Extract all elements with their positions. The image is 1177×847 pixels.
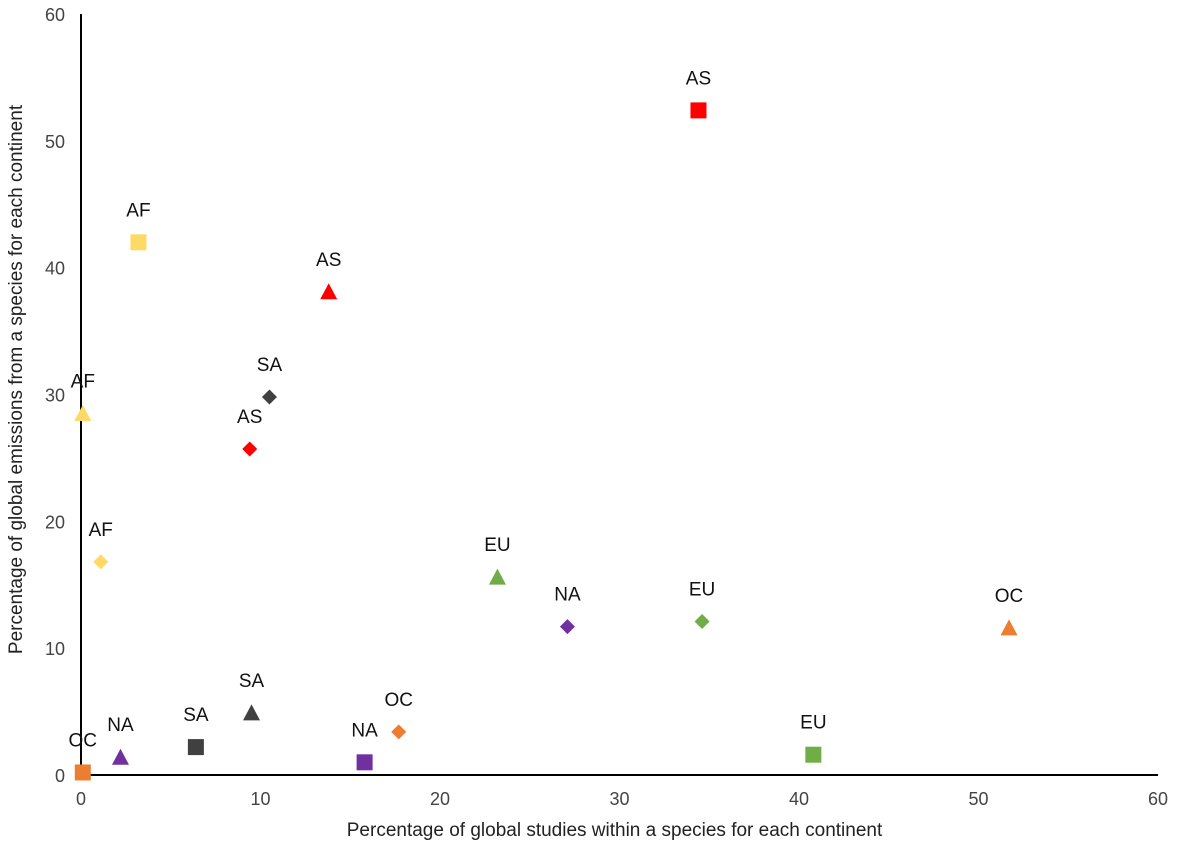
x-tick-label: 60 — [1148, 789, 1168, 809]
data-points — [74, 102, 1018, 781]
square-marker — [805, 746, 822, 763]
point-label: NA — [554, 585, 581, 606]
tick-labels: 0 10 20 30 40 50 60 0 10 20 30 40 50 60 — [45, 5, 1168, 809]
point-label: NA — [107, 715, 134, 736]
triangle-marker — [320, 283, 338, 300]
diamond-marker — [391, 724, 407, 740]
point-label: EU — [689, 580, 715, 601]
point-label: SA — [183, 705, 209, 726]
point-label: OC — [69, 730, 98, 751]
y-tick-label: 20 — [45, 512, 65, 532]
x-tick-label: 20 — [430, 789, 450, 809]
x-axis-title: Percentage of global studies within a sp… — [347, 820, 883, 841]
triangle-marker — [488, 568, 506, 585]
point-label: NA — [351, 720, 378, 741]
x-tick-label: 0 — [76, 789, 86, 809]
square-marker — [74, 764, 91, 781]
y-tick-label: 40 — [45, 259, 65, 279]
diamond-marker — [559, 619, 575, 635]
axes — [80, 14, 1158, 776]
point-label: AS — [237, 407, 262, 428]
point-label: EU — [800, 713, 826, 734]
point-label: AS — [686, 68, 711, 89]
point-label: OC — [995, 586, 1024, 607]
triangle-marker — [243, 704, 261, 721]
x-tick-label: 40 — [789, 789, 809, 809]
y-tick-label: 30 — [45, 386, 65, 406]
square-marker — [187, 739, 204, 756]
diamond-marker — [93, 554, 109, 570]
y-tick-label: 50 — [45, 132, 65, 152]
triangle-marker — [111, 748, 129, 765]
y-axis-title: Percentage of global emissions from a sp… — [6, 104, 27, 654]
y-tick-label: 0 — [55, 766, 65, 786]
x-tick-label: 30 — [609, 789, 629, 809]
point-label: AS — [316, 250, 341, 271]
square-marker — [130, 234, 147, 251]
x-tick-label: 10 — [250, 789, 270, 809]
point-label: AF — [126, 200, 150, 221]
diamond-marker — [242, 441, 258, 457]
diamond-marker — [694, 614, 710, 630]
point-label: AF — [71, 372, 95, 393]
y-tick-label: 10 — [45, 639, 65, 659]
point-labels: AS AF AS SA AF AS AF EU NA EU OC SA OC SA NA NA EU OC — [69, 68, 1024, 751]
point-label: OC — [384, 690, 413, 711]
square-marker — [356, 754, 373, 771]
square-marker — [690, 102, 707, 119]
x-tick-label: 50 — [968, 789, 988, 809]
triangle-marker — [1000, 619, 1018, 636]
point-label: SA — [239, 671, 265, 692]
y-tick-label: 60 — [45, 5, 65, 25]
diamond-marker — [261, 389, 277, 405]
point-label: EU — [484, 535, 510, 556]
point-label: SA — [257, 355, 283, 376]
triangle-marker — [74, 405, 92, 422]
point-label: AF — [89, 520, 113, 541]
